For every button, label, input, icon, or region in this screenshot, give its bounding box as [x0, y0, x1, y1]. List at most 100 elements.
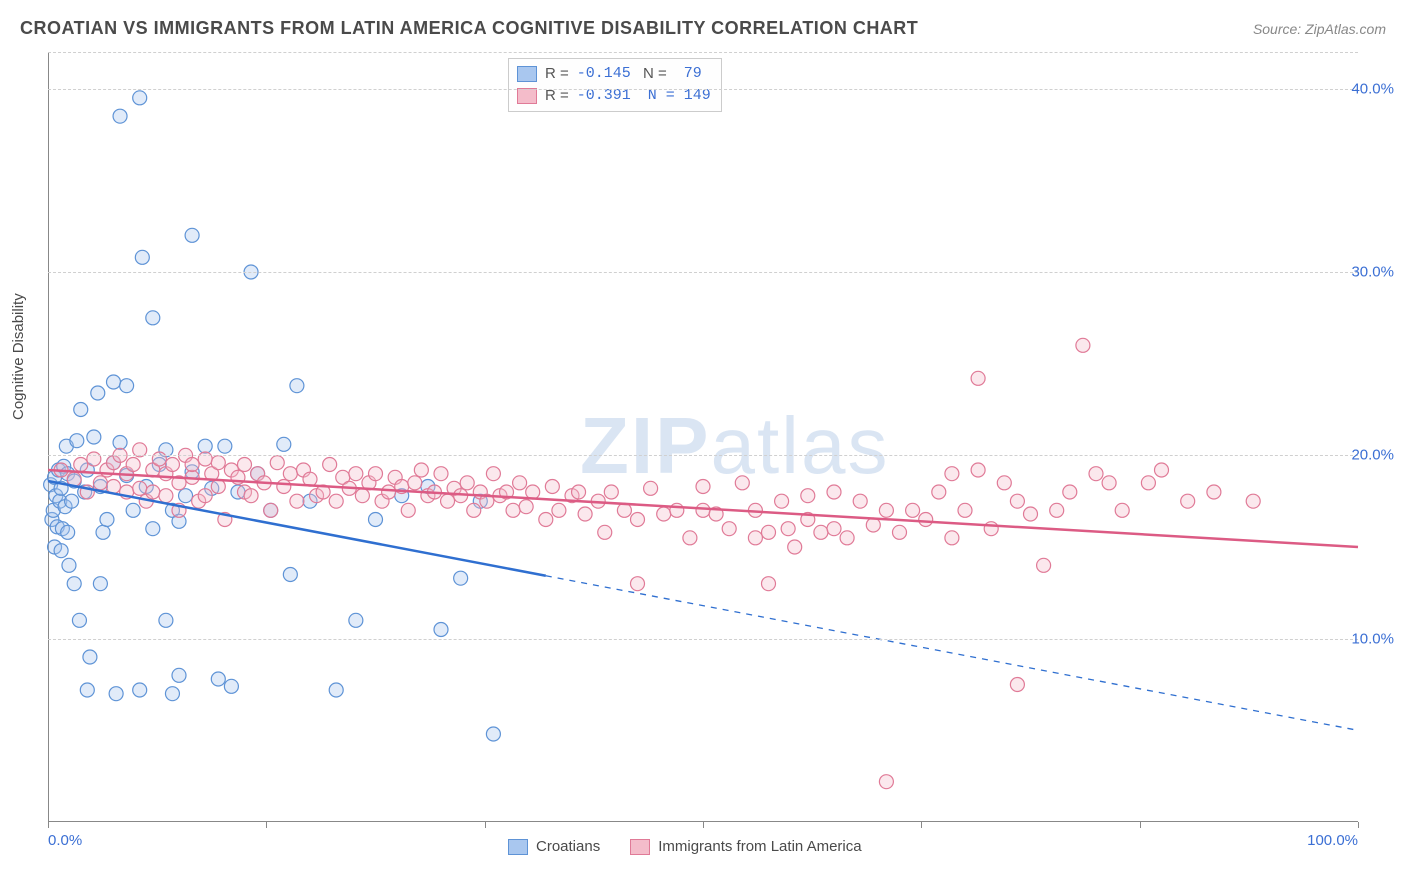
data-point [748, 531, 762, 545]
gridline-h [48, 52, 1358, 53]
x-tick-label: 0.0% [48, 832, 82, 849]
data-point [932, 485, 946, 499]
data-point [1102, 476, 1116, 490]
data-point [198, 439, 212, 453]
data-point [323, 458, 337, 472]
data-point [434, 623, 448, 637]
data-point [355, 489, 369, 503]
data-point [513, 476, 527, 490]
data-point [617, 503, 631, 517]
data-point [781, 522, 795, 536]
data-point [539, 513, 553, 527]
legend-swatch-0 [508, 839, 528, 855]
data-point [83, 650, 97, 664]
data-point [109, 687, 123, 701]
data-point [1063, 485, 1077, 499]
data-point [382, 485, 396, 499]
data-point [454, 571, 468, 585]
bottom-legend: Croatians Immigrants from Latin America [508, 838, 862, 855]
data-point [369, 467, 383, 481]
x-tick [266, 822, 267, 828]
legend-item-0: Croatians [508, 838, 600, 855]
data-point [1181, 494, 1195, 508]
data-point [1089, 467, 1103, 481]
data-point [762, 525, 776, 539]
legend-label-1: Immigrants from Latin America [658, 838, 861, 855]
data-point [945, 467, 959, 481]
data-point [997, 476, 1011, 490]
data-point [506, 503, 520, 517]
data-point [1076, 338, 1090, 352]
data-point [1246, 494, 1260, 508]
data-point [735, 476, 749, 490]
data-point [172, 668, 186, 682]
data-point [958, 503, 972, 517]
legend-label-0: Croatians [536, 838, 600, 855]
data-point [198, 452, 212, 466]
data-point [788, 540, 802, 554]
data-point [65, 494, 79, 508]
regression-line-dashed [546, 576, 1358, 731]
x-tick [48, 822, 49, 828]
data-point [1141, 476, 1155, 490]
data-point [224, 679, 238, 693]
gridline-h [48, 89, 1358, 90]
data-point [74, 403, 88, 417]
data-point [133, 481, 147, 495]
data-point [486, 727, 500, 741]
data-point [146, 311, 160, 325]
data-point [67, 577, 81, 591]
data-point [198, 489, 212, 503]
y-tick-label: 40.0% [1351, 80, 1394, 97]
data-point [1207, 485, 1221, 499]
data-point [631, 577, 645, 591]
data-point [80, 683, 94, 697]
data-point [211, 456, 225, 470]
data-point [545, 480, 559, 494]
y-axis-label: Cognitive Disability [10, 293, 27, 420]
data-point [644, 481, 658, 495]
data-point [434, 467, 448, 481]
gridline-h [48, 272, 1358, 273]
data-point [827, 522, 841, 536]
stats-legend: R = -0.145 N = 79 R = -0.391 N = 149 [508, 58, 722, 112]
x-tick [703, 822, 704, 828]
y-tick-label: 30.0% [1351, 264, 1394, 281]
data-point [91, 386, 105, 400]
data-point [572, 485, 586, 499]
data-point [165, 687, 179, 701]
data-point [87, 452, 101, 466]
data-point [696, 503, 710, 517]
data-point [126, 458, 140, 472]
y-tick-label: 20.0% [1351, 447, 1394, 464]
data-point [135, 250, 149, 264]
data-point [277, 480, 291, 494]
data-point [54, 544, 68, 558]
data-point [598, 525, 612, 539]
data-point [840, 531, 854, 545]
data-point [72, 613, 86, 627]
data-point [165, 458, 179, 472]
data-point [100, 513, 114, 527]
data-point [401, 503, 415, 517]
data-point [93, 577, 107, 591]
data-point [96, 525, 110, 539]
gridline-h [48, 639, 1358, 640]
data-point [113, 109, 127, 123]
legend-swatch-1 [630, 839, 650, 855]
data-point [1115, 503, 1129, 517]
x-tick [1140, 822, 1141, 828]
data-point [211, 480, 225, 494]
data-point [74, 458, 88, 472]
chart-svg [48, 52, 1358, 822]
data-point [657, 507, 671, 521]
data-point [185, 228, 199, 242]
source-label: Source: ZipAtlas.com [1253, 21, 1386, 37]
data-point [185, 458, 199, 472]
data-point [853, 494, 867, 508]
data-point [349, 467, 363, 481]
data-point [879, 775, 893, 789]
data-point [696, 480, 710, 494]
data-point [519, 500, 533, 514]
data-point [70, 434, 84, 448]
